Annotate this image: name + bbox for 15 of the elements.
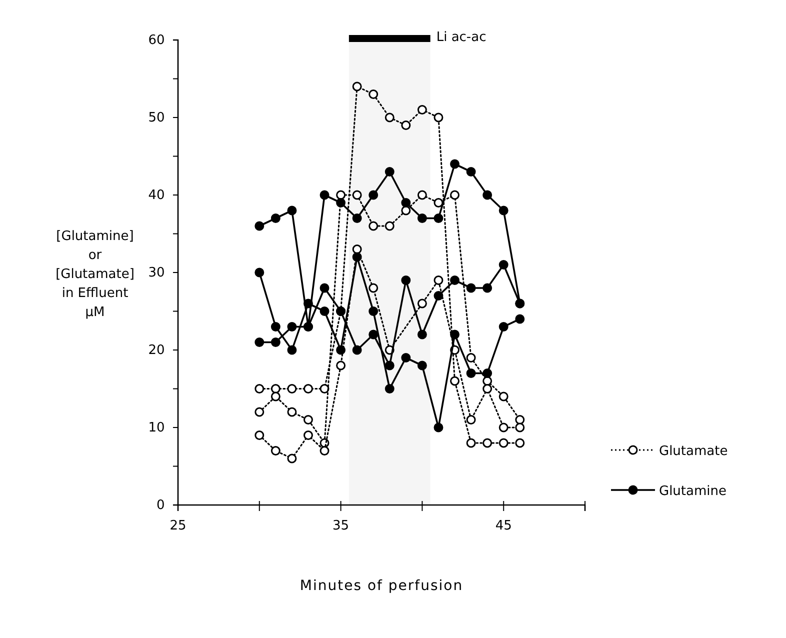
- y-tick-label: 40: [148, 188, 165, 204]
- legend-label: Glutamine: [659, 484, 727, 499]
- legend-label: Glutamate: [659, 444, 728, 459]
- y-tick-label: 0: [156, 498, 165, 514]
- x-tick-label: 35: [332, 518, 350, 534]
- y-tick-label: 20: [148, 343, 165, 358]
- x-tick-label: 25: [170, 518, 186, 534]
- y-tick-label: 30: [148, 266, 165, 281]
- y-tick-label: 50: [148, 110, 165, 126]
- y-axis-title: [Glutamine] or [Glutamate] in Effluent μM: [56, 229, 134, 320]
- x-tick-label: 45: [495, 518, 512, 534]
- y-tick-label: 10: [148, 420, 165, 436]
- y-tick-label: 60: [148, 33, 165, 48]
- x-axis-title: Minutes of perfusion: [300, 578, 464, 594]
- annotation: Li ac-ac: [436, 30, 486, 45]
